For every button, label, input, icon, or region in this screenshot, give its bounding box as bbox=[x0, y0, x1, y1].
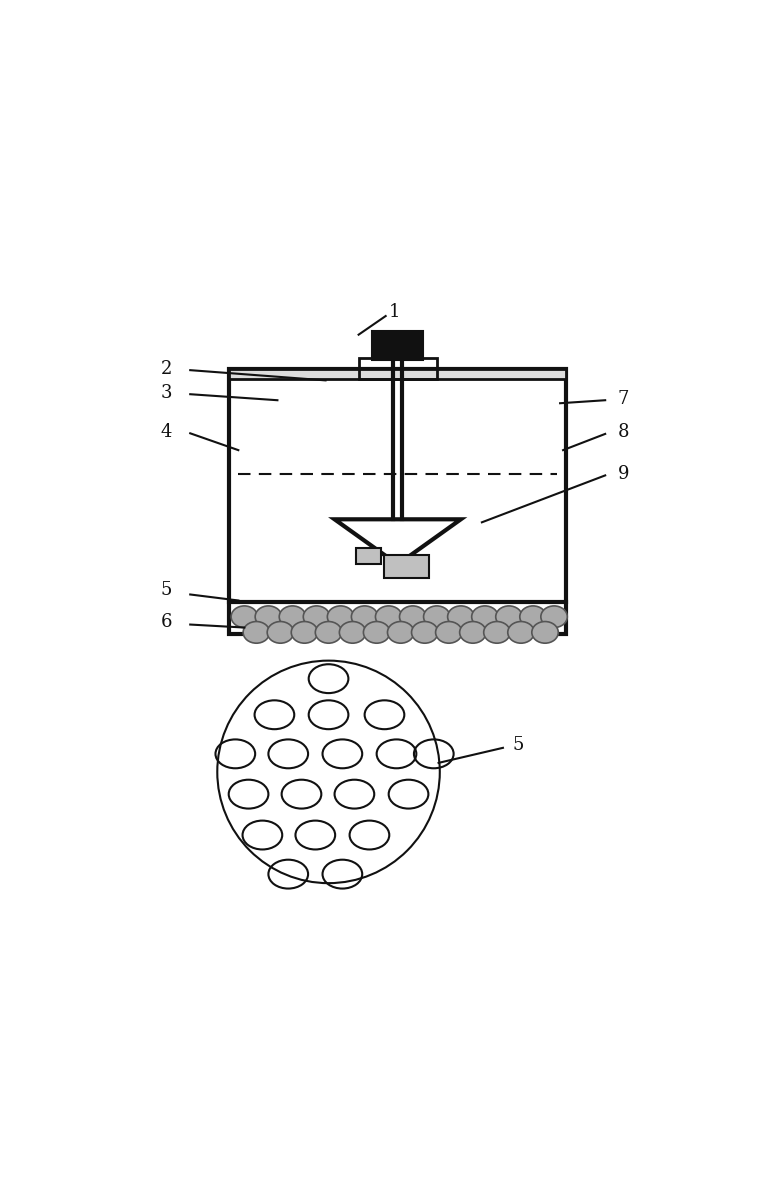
Ellipse shape bbox=[339, 622, 365, 644]
Ellipse shape bbox=[303, 605, 330, 628]
Ellipse shape bbox=[255, 605, 282, 628]
Ellipse shape bbox=[472, 605, 498, 628]
Bar bbox=[230, 369, 566, 634]
Text: 3: 3 bbox=[161, 384, 172, 402]
Ellipse shape bbox=[411, 622, 438, 644]
Ellipse shape bbox=[435, 622, 462, 644]
Bar bbox=[372, 331, 423, 360]
Ellipse shape bbox=[448, 605, 474, 628]
Ellipse shape bbox=[400, 605, 426, 628]
Text: 8: 8 bbox=[618, 423, 629, 441]
Bar bbox=[230, 369, 566, 380]
Ellipse shape bbox=[424, 605, 450, 628]
Ellipse shape bbox=[459, 622, 486, 644]
Ellipse shape bbox=[352, 605, 378, 628]
Ellipse shape bbox=[363, 622, 390, 644]
Text: 5: 5 bbox=[512, 736, 524, 754]
Text: 4: 4 bbox=[161, 423, 171, 441]
Ellipse shape bbox=[387, 622, 414, 644]
Ellipse shape bbox=[541, 605, 567, 628]
Ellipse shape bbox=[231, 605, 258, 628]
Ellipse shape bbox=[496, 605, 522, 628]
Ellipse shape bbox=[279, 605, 306, 628]
Text: 2: 2 bbox=[161, 360, 171, 378]
Bar bbox=[359, 358, 437, 380]
Ellipse shape bbox=[532, 622, 558, 644]
Ellipse shape bbox=[376, 605, 402, 628]
Ellipse shape bbox=[315, 622, 341, 644]
Text: 5: 5 bbox=[161, 581, 171, 599]
Text: 1: 1 bbox=[389, 303, 400, 321]
Text: 9: 9 bbox=[618, 465, 629, 483]
Ellipse shape bbox=[520, 605, 546, 628]
Ellipse shape bbox=[327, 605, 354, 628]
Ellipse shape bbox=[483, 622, 510, 644]
Ellipse shape bbox=[267, 622, 293, 644]
Ellipse shape bbox=[243, 622, 269, 644]
Bar bbox=[384, 555, 429, 578]
Text: 7: 7 bbox=[618, 390, 629, 408]
Bar bbox=[355, 548, 381, 564]
Ellipse shape bbox=[508, 622, 534, 644]
Text: 6: 6 bbox=[161, 613, 172, 631]
Ellipse shape bbox=[291, 622, 317, 644]
